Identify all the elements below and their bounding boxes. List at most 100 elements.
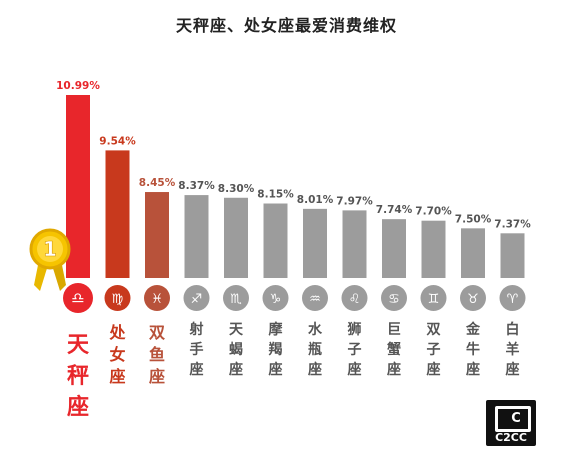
svg-text:双: 双 <box>427 322 441 338</box>
zodiac-symbol-3: ♓ <box>151 292 163 307</box>
chart-title: 天秤座、处女座最爱消费维权 <box>175 16 397 35</box>
zodiac-symbol-icon-12 <box>499 285 526 311</box>
category-label-6: 摩羯座 <box>269 321 284 378</box>
zodiac-symbol-icon-11 <box>460 285 486 311</box>
svg-text:鱼: 鱼 <box>149 345 165 364</box>
svg-text:子: 子 <box>348 342 362 358</box>
zodiac-symbol-5: ♏ <box>230 292 242 307</box>
svg-text:座: 座 <box>466 361 480 378</box>
svg-text:座: 座 <box>387 361 401 378</box>
zodiac-symbol-icon-6 <box>262 285 289 311</box>
svg-text:天: 天 <box>67 333 90 358</box>
value-label-3: 8.45% <box>139 177 176 189</box>
svg-text:羯: 羯 <box>269 341 283 358</box>
category-label-4: 射手座 <box>189 321 204 378</box>
zodiac-symbol-icon-4 <box>183 285 210 311</box>
svg-text:巨: 巨 <box>387 322 401 338</box>
category-label-8: 狮子座 <box>347 321 362 378</box>
value-label-8: 7.97% <box>336 195 373 207</box>
value-label-1: 10.99% <box>56 80 100 92</box>
bar-5 <box>224 197 248 278</box>
category-label-11: 金牛座 <box>465 321 481 378</box>
zodiac-symbol-icon-2 <box>104 285 131 311</box>
value-label-7: 8.01% <box>297 194 334 206</box>
zodiac-symbol-icon-5 <box>223 285 249 311</box>
zodiac-symbol-icon-8 <box>341 285 368 311</box>
svg-text:座: 座 <box>108 367 125 386</box>
zodiac-symbol-8: ♌ <box>349 292 361 307</box>
category-label-2: 处女座 <box>108 323 126 386</box>
medal-number: 1 <box>43 237 57 261</box>
svg-text:座: 座 <box>67 394 89 420</box>
zodiac-symbol-12: ♈ <box>507 292 519 307</box>
value-label-6: 8.15% <box>257 189 294 201</box>
zodiac-symbol-4: ♐ <box>191 292 203 307</box>
bar-7 <box>303 208 327 278</box>
value-label-2: 9.54% <box>99 135 136 147</box>
bar-3 <box>145 192 169 278</box>
value-label-12: 7.37% <box>494 218 531 230</box>
bar-8 <box>342 210 367 278</box>
svg-text:手: 手 <box>190 341 204 358</box>
value-label-4: 8.37% <box>178 180 215 192</box>
svg-text:子: 子 <box>427 342 441 358</box>
zodiac-symbol-icon-10 <box>420 285 447 311</box>
svg-text:金: 金 <box>465 321 481 338</box>
svg-text:摩: 摩 <box>269 321 284 338</box>
svg-text:座: 座 <box>348 361 362 378</box>
zodiac-symbol-icon-9 <box>381 285 407 311</box>
svg-text:座: 座 <box>190 361 204 378</box>
svg-text:双: 双 <box>149 323 165 342</box>
svg-text:座: 座 <box>269 361 283 378</box>
svg-text:羊: 羊 <box>506 341 520 358</box>
bar-6 <box>263 203 288 278</box>
bar-11 <box>461 228 485 278</box>
svg-text:天: 天 <box>229 322 244 338</box>
logo-text: C2CC <box>495 431 527 444</box>
value-label-10: 7.70% <box>415 206 452 218</box>
zodiac-symbol-6: ♑ <box>270 292 282 307</box>
svg-text:蟹: 蟹 <box>386 341 401 358</box>
svg-text:座: 座 <box>148 367 165 386</box>
svg-text:座: 座 <box>427 361 441 378</box>
zodiac-symbol-2: ♍ <box>112 292 124 307</box>
svg-text:白: 白 <box>506 321 520 338</box>
svg-text:座: 座 <box>229 361 243 378</box>
svg-text:水: 水 <box>308 321 323 338</box>
svg-text:座: 座 <box>308 361 322 378</box>
svg-text:牛: 牛 <box>466 341 480 358</box>
value-label-11: 7.50% <box>455 213 492 225</box>
zodiac-symbol-10: ♊ <box>428 292 440 307</box>
zodiac-symbol-icon-3 <box>144 285 170 311</box>
category-label-1: 天秤座 <box>67 333 90 420</box>
gold-medal-icon: 1 <box>29 228 71 291</box>
svg-text:射: 射 <box>189 321 204 338</box>
zodiac-symbol-9: ♋ <box>388 292 400 307</box>
bar-12 <box>500 233 525 278</box>
logo-frame-icon: C <box>495 406 531 432</box>
zodiac-symbol-icon-1 <box>63 283 93 313</box>
category-label-5: 天蝎座 <box>229 322 244 378</box>
c2cc-logo: C C2CC <box>486 400 536 446</box>
category-label-3: 双鱼座 <box>148 323 165 386</box>
svg-text:狮: 狮 <box>347 321 362 338</box>
svg-text:处: 处 <box>108 323 126 342</box>
bar-10 <box>421 220 446 278</box>
svg-text:瓶: 瓶 <box>308 341 322 358</box>
bar-9 <box>382 219 406 278</box>
svg-text:座: 座 <box>506 361 520 378</box>
value-label-9: 7.74% <box>376 204 413 216</box>
value-label-5: 8.30% <box>218 183 255 195</box>
category-label-12: 白羊座 <box>506 321 520 378</box>
category-label-7: 水瓶座 <box>308 321 323 378</box>
bar-4 <box>184 195 209 278</box>
svg-text:秤: 秤 <box>67 364 89 389</box>
category-label-9: 巨蟹座 <box>386 322 401 378</box>
logo-mark: C <box>511 411 521 426</box>
category-label-10: 双子座 <box>427 322 441 378</box>
zodiac-symbol-1: ♎ <box>71 289 84 307</box>
zodiac-symbol-icon-7 <box>302 285 328 311</box>
zodiac-symbol-7: ♒ <box>309 292 321 307</box>
svg-text:女: 女 <box>109 345 125 364</box>
svg-text:蝎: 蝎 <box>229 341 243 358</box>
